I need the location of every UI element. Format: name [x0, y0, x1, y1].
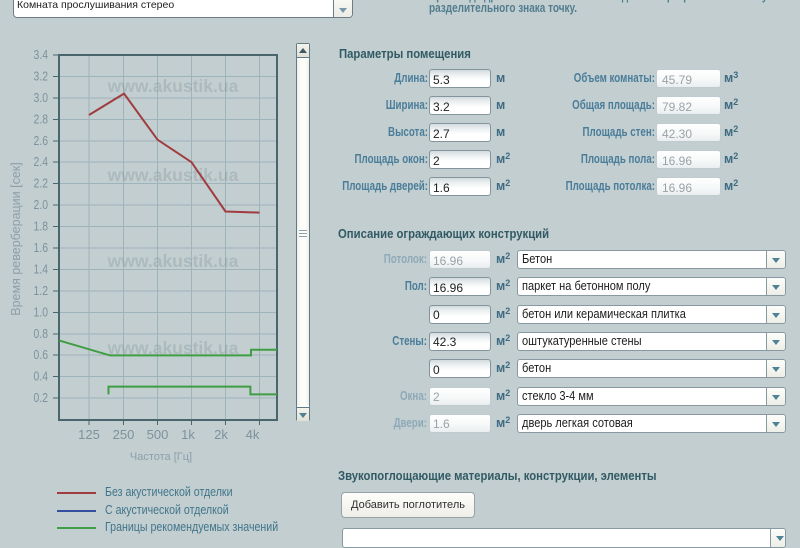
svg-text:1.0: 1.0 [34, 305, 49, 319]
svg-text:2.6: 2.6 [34, 134, 49, 148]
svg-text:2.8: 2.8 [34, 112, 49, 126]
svg-text:www.akustik.ua: www.akustik.ua [107, 338, 239, 358]
svg-text:Время реверберации [сек]: Время реверберации [сек] [9, 162, 23, 315]
svg-text:1k: 1k [181, 427, 195, 442]
svg-text:2.2: 2.2 [34, 177, 48, 191]
svg-text:1.2: 1.2 [34, 284, 48, 298]
svg-text:0.2: 0.2 [34, 391, 48, 405]
svg-text:4k: 4k [246, 427, 260, 442]
svg-text:500: 500 [147, 427, 169, 442]
svg-text:0.6: 0.6 [34, 348, 49, 362]
svg-text:www.akustik.ua: www.akustik.ua [107, 251, 239, 271]
svg-text:2k: 2k [214, 427, 228, 442]
svg-text:2.0: 2.0 [34, 198, 49, 212]
svg-text:www.akustik.ua: www.akustik.ua [107, 165, 239, 185]
svg-text:1.8: 1.8 [34, 220, 49, 234]
svg-text:Частота [Гц]: Частота [Гц] [130, 451, 192, 463]
svg-text:2.4: 2.4 [34, 155, 49, 169]
svg-text:250: 250 [113, 427, 135, 442]
svg-text:3.2: 3.2 [34, 69, 48, 83]
svg-text:1.6: 1.6 [34, 241, 49, 255]
svg-text:0.8: 0.8 [34, 327, 49, 341]
svg-text:0.4: 0.4 [34, 370, 49, 384]
svg-text:3.0: 3.0 [34, 91, 49, 105]
svg-text:1.4: 1.4 [34, 262, 49, 276]
svg-text:125: 125 [78, 427, 100, 442]
svg-text:3.4: 3.4 [34, 48, 49, 62]
svg-text:www.akustik.ua: www.akustik.ua [107, 76, 239, 96]
